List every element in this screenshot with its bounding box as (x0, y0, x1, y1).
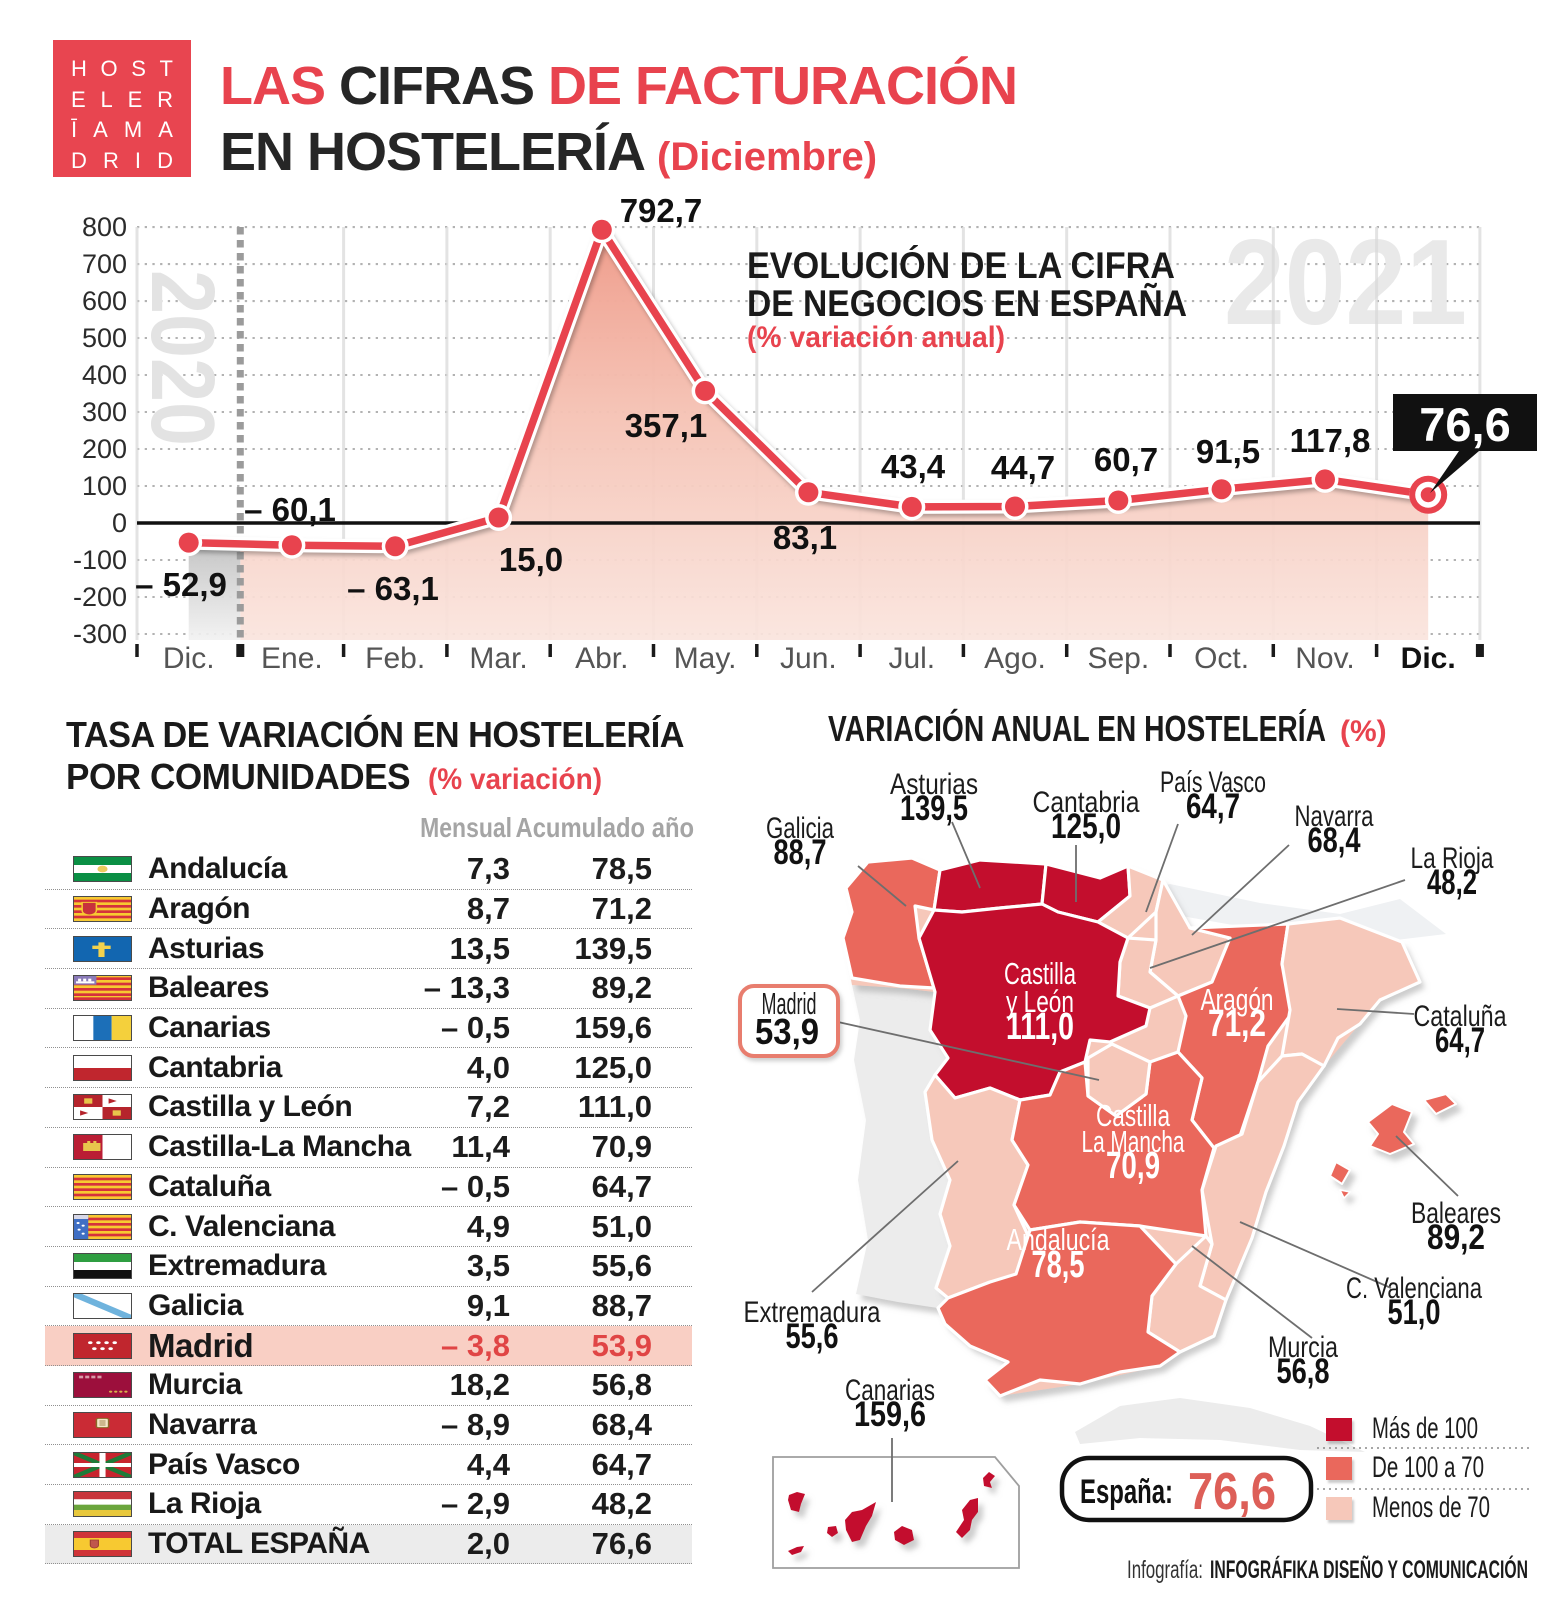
svg-text:La Rioja: La Rioja (1411, 842, 1494, 875)
svg-text:-200: -200 (73, 582, 127, 612)
svg-text:Murcia: Murcia (1268, 1331, 1338, 1364)
svg-text:May.: May. (674, 642, 737, 675)
svg-text:Castilla: Castilla (1096, 1098, 1171, 1133)
svg-text:Jul.: Jul. (888, 642, 935, 675)
svg-text:76,6: 76,6 (1188, 1463, 1276, 1521)
svg-text:Aragón: Aragón (1201, 982, 1274, 1017)
svg-text:Ago.: Ago. (984, 642, 1046, 675)
svg-text:44,7: 44,7 (991, 449, 1055, 486)
svg-text:100: 100 (82, 471, 127, 501)
svg-text:64,7: 64,7 (1435, 1021, 1485, 1060)
svg-text:Canarias: Canarias (845, 1374, 935, 1407)
svg-text:La Mancha: La Mancha (1082, 1124, 1186, 1159)
svg-text:64,7: 64,7 (1186, 787, 1240, 826)
svg-text:60,7: 60,7 (1094, 441, 1158, 478)
svg-text:125,0: 125,0 (1051, 807, 1121, 846)
svg-text:Nov.: Nov. (1295, 642, 1354, 675)
svg-text:– 52,9: – 52,9 (135, 566, 227, 603)
svg-text:EVOLUCIÓN DE LA CIFRA: EVOLUCIÓN DE LA CIFRA (747, 244, 1175, 286)
svg-text:Menos de 70: Menos de 70 (1372, 1491, 1490, 1524)
svg-text:111,0: 111,0 (1006, 1006, 1074, 1048)
svg-text:Baleares: Baleares (1411, 1197, 1501, 1230)
svg-text:-100: -100 (73, 545, 127, 575)
svg-text:2021: 2021 (1224, 214, 1467, 350)
svg-text:Asturias: Asturias (890, 768, 978, 801)
svg-text:España:: España: (1080, 1473, 1173, 1511)
svg-text:Extremadura: Extremadura (744, 1296, 881, 1329)
svg-text:300: 300 (82, 397, 127, 427)
svg-text:Galicia: Galicia (766, 812, 834, 845)
svg-text:600: 600 (82, 286, 127, 316)
svg-text:48,2: 48,2 (1427, 863, 1477, 902)
svg-text:43,4: 43,4 (881, 448, 946, 485)
svg-text:700: 700 (82, 249, 127, 279)
svg-text:INFOGRÁFIKA DISEÑO Y COMUNICAC: INFOGRÁFIKA DISEÑO Y COMUNICACIÓN (1210, 1554, 1528, 1584)
svg-text:Dic.: Dic. (1401, 642, 1456, 675)
svg-text:15,0: 15,0 (499, 541, 563, 578)
svg-text:Abr.: Abr. (575, 642, 628, 675)
svg-text:-300: -300 (73, 619, 127, 649)
svg-text:C. Valenciana: C. Valenciana (1346, 1272, 1482, 1305)
svg-text:117,8: 117,8 (1290, 422, 1371, 459)
svg-text:Más de 100: Más de 100 (1372, 1412, 1478, 1445)
svg-text:88,7: 88,7 (774, 833, 827, 872)
svg-text:Cataluña: Cataluña (1414, 1000, 1507, 1033)
svg-text:2020: 2020 (132, 270, 232, 446)
svg-text:159,6: 159,6 (854, 1395, 926, 1434)
svg-text:Dic.: Dic. (163, 642, 215, 675)
svg-text:De 100 a 70: De 100 a 70 (1372, 1451, 1484, 1484)
svg-text:Castilla: Castilla (1004, 956, 1077, 991)
svg-text:800: 800 (82, 212, 127, 242)
svg-text:DE NEGOCIOS EN ESPAÑA: DE NEGOCIOS EN ESPAÑA (747, 282, 1187, 324)
svg-text:VARIACIÓN ANUAL EN HOSTELERÍA: VARIACIÓN ANUAL EN HOSTELERÍA (828, 707, 1326, 749)
svg-text:83,1: 83,1 (773, 519, 837, 556)
svg-text:Madrid: Madrid (762, 986, 817, 1021)
svg-text:53,9: 53,9 (755, 1011, 819, 1052)
svg-text:Ene.: Ene. (261, 642, 323, 675)
svg-text:y León: y León (1006, 984, 1074, 1019)
svg-text:– 63,1: – 63,1 (347, 570, 439, 607)
svg-text:70,9: 70,9 (1106, 1145, 1160, 1187)
svg-text:Oct.: Oct. (1194, 642, 1249, 675)
svg-text:Infografía:: Infografía: (1127, 1556, 1203, 1584)
svg-text:56,8: 56,8 (1277, 1352, 1330, 1391)
svg-text:País Vasco: País Vasco (1160, 766, 1266, 799)
svg-text:– 60,1: – 60,1 (244, 491, 336, 528)
svg-text:Navarra: Navarra (1295, 800, 1374, 833)
svg-text:76,6: 76,6 (1419, 398, 1510, 451)
svg-text:Andalucía: Andalucía (1007, 1222, 1111, 1257)
svg-text:Jun.: Jun. (780, 642, 837, 675)
svg-text:Mar.: Mar. (469, 642, 527, 675)
svg-text:792,7: 792,7 (620, 192, 703, 229)
svg-text:55,6: 55,6 (786, 1317, 839, 1356)
svg-text:0: 0 (112, 508, 127, 538)
svg-text:(%): (%) (1340, 715, 1387, 748)
svg-text:71,2: 71,2 (1208, 1003, 1266, 1045)
svg-text:78,5: 78,5 (1032, 1244, 1085, 1286)
svg-text:(% variación anual): (% variación anual) (747, 321, 1005, 354)
svg-text:51,0: 51,0 (1388, 1293, 1441, 1332)
svg-text:68,4: 68,4 (1308, 821, 1361, 860)
svg-text:357,1: 357,1 (625, 407, 708, 444)
svg-text:400: 400 (82, 360, 127, 390)
svg-text:Cantabria: Cantabria (1033, 786, 1140, 819)
svg-text:Feb.: Feb. (365, 642, 425, 675)
svg-text:91,5: 91,5 (1196, 433, 1260, 470)
svg-text:500: 500 (82, 323, 127, 353)
svg-text:200: 200 (82, 434, 127, 464)
svg-text:89,2: 89,2 (1427, 1218, 1485, 1257)
svg-text:139,5: 139,5 (900, 789, 968, 828)
svg-text:Sep.: Sep. (1087, 642, 1149, 675)
